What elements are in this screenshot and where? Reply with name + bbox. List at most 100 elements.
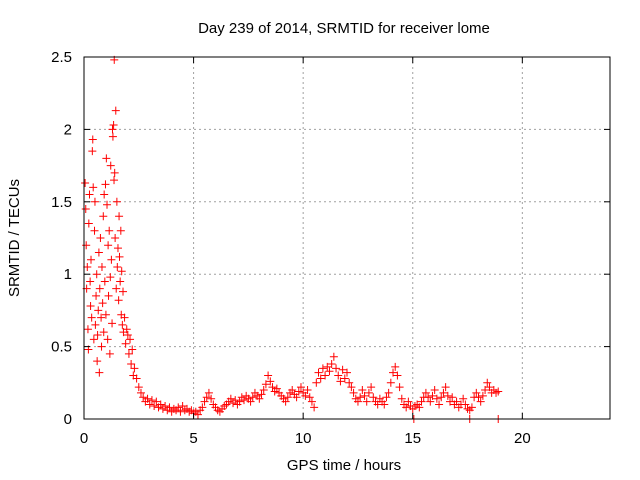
data-point <box>193 410 202 419</box>
data-point <box>165 403 174 412</box>
data-point <box>161 401 170 410</box>
data-point <box>107 255 116 264</box>
y-tick-label: 1 <box>64 266 72 283</box>
data-point <box>101 310 110 319</box>
data-point <box>255 394 264 403</box>
data-point <box>367 383 376 392</box>
data-point <box>325 367 334 376</box>
data-point <box>147 396 156 405</box>
data-point <box>332 364 341 373</box>
data-point <box>294 387 303 396</box>
data-point <box>145 400 154 409</box>
data-point <box>404 397 413 406</box>
y-tick-label: 2.5 <box>51 49 72 66</box>
data-point <box>97 262 106 271</box>
data-point <box>100 277 109 286</box>
data-point <box>235 397 244 406</box>
data-point <box>124 349 133 358</box>
data-point <box>86 277 95 286</box>
data-point <box>417 397 426 406</box>
plot-frame <box>83 56 611 420</box>
data-point <box>99 212 108 221</box>
data-point <box>109 121 118 130</box>
data-point <box>117 267 126 276</box>
x-tick-label: 5 <box>189 430 197 447</box>
data-point <box>428 391 437 400</box>
data-point <box>116 226 125 235</box>
data-point <box>448 393 457 402</box>
data-point <box>384 388 393 397</box>
data-point <box>415 403 424 412</box>
data-point <box>231 396 240 405</box>
data-point <box>88 147 97 156</box>
data-point <box>128 345 137 354</box>
data-point <box>91 320 100 329</box>
data-point <box>103 335 112 344</box>
data-point <box>120 313 129 322</box>
data-point <box>118 320 127 329</box>
grid <box>84 57 610 419</box>
data-point <box>112 197 121 206</box>
data-point <box>111 106 120 115</box>
data-point <box>143 394 152 403</box>
data-point <box>259 386 268 395</box>
data-point <box>310 403 319 412</box>
data-point <box>353 397 362 406</box>
data-point <box>121 339 130 348</box>
data-point <box>105 226 114 235</box>
data-point <box>435 400 444 409</box>
data-point <box>369 393 378 402</box>
x-axis-label: GPS time / hours <box>287 457 401 474</box>
data-point <box>386 378 395 387</box>
data-point <box>248 393 257 402</box>
data-point <box>106 161 115 170</box>
data-point <box>362 397 371 406</box>
data-point <box>382 393 391 402</box>
data-point <box>437 393 446 402</box>
data-point <box>105 349 114 358</box>
data-point <box>402 403 411 412</box>
data-point <box>389 368 398 377</box>
data-point <box>283 393 292 402</box>
data-point <box>134 383 143 392</box>
data-point <box>432 394 441 403</box>
y-axis-label: SRMTID / TECUs <box>6 179 23 297</box>
y-tick-label: 0.5 <box>51 339 72 356</box>
data-point <box>101 180 110 189</box>
data-point <box>178 401 187 410</box>
data-point <box>424 393 433 402</box>
data-point <box>85 190 94 199</box>
data-point <box>83 262 92 271</box>
data-point <box>472 388 481 397</box>
data-point <box>356 393 365 402</box>
data-point <box>104 291 113 300</box>
data-point <box>150 401 159 410</box>
x-tick-label: 15 <box>404 430 421 447</box>
chart-title: Day 239 of 2014, SRMTID for receiver lom… <box>198 20 490 37</box>
data-point <box>200 397 209 406</box>
data-point <box>130 364 139 373</box>
data-point <box>127 359 136 368</box>
data-point <box>207 394 216 403</box>
data-point <box>174 403 183 412</box>
data-point <box>485 383 494 392</box>
data-point <box>314 368 323 377</box>
y-tick-label: 0 <box>64 411 72 428</box>
data-point <box>98 299 107 308</box>
data-point <box>115 252 124 261</box>
data-point <box>268 383 277 392</box>
data-point <box>88 135 97 144</box>
data-point <box>360 391 369 400</box>
data-point <box>459 394 468 403</box>
x-tick-label: 10 <box>295 430 312 447</box>
y-tick-label: 2 <box>64 121 72 138</box>
data-point <box>303 386 312 395</box>
data-point <box>246 397 255 406</box>
data-point <box>95 368 104 377</box>
data-point <box>364 388 373 397</box>
data-point <box>336 377 345 386</box>
data-point <box>84 219 93 228</box>
data-point <box>89 183 98 192</box>
data-point <box>329 352 338 361</box>
